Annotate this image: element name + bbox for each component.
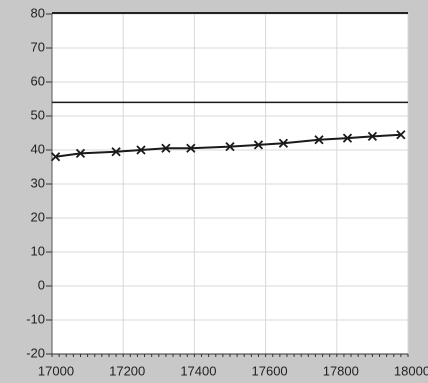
marker	[367, 131, 378, 142]
x-tick-label: 17200	[109, 363, 145, 378]
marker	[253, 140, 264, 150]
x-tick-label: 17400	[180, 363, 216, 378]
marker	[278, 138, 289, 148]
marker	[136, 145, 146, 155]
y-tick-label: 10	[31, 243, 45, 258]
x-tick-label: 17000	[38, 363, 74, 378]
y-tick-label: 0	[38, 277, 45, 292]
y-tick-label: 40	[31, 141, 45, 156]
marker	[161, 143, 171, 153]
y-tick-label: 80	[31, 5, 45, 20]
marker	[225, 141, 235, 152]
marker	[75, 148, 86, 159]
y-tick-label: -20	[26, 345, 45, 360]
marker	[314, 135, 324, 145]
y-tick-label: 60	[31, 73, 45, 88]
y-tick-label: 50	[31, 107, 45, 122]
y-tick-label: 30	[31, 175, 45, 190]
y-tick-label: 20	[31, 209, 45, 224]
marker	[396, 130, 406, 140]
y-tick-label: -10	[26, 311, 45, 326]
y-tick-label: 70	[31, 39, 45, 54]
x-tick-label: 17800	[323, 363, 359, 378]
marker	[342, 133, 353, 143]
x-tick-label: 17600	[252, 363, 288, 378]
marker	[186, 143, 196, 153]
x-tick-label: 18000	[394, 363, 428, 378]
marker	[50, 152, 61, 162]
marker	[111, 147, 121, 157]
